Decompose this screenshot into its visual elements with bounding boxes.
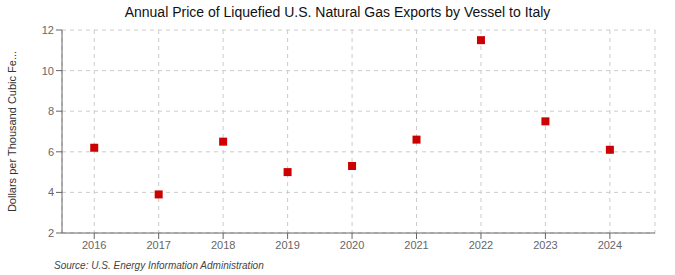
- svg-text:12: 12: [42, 24, 54, 36]
- svg-text:2020: 2020: [340, 239, 364, 251]
- svg-text:2018: 2018: [211, 239, 235, 251]
- svg-text:2016: 2016: [82, 239, 106, 251]
- svg-text:6: 6: [48, 146, 54, 158]
- svg-text:Dollars per Thousand Cubic Fe.: Dollars per Thousand Cubic Fe...: [8, 51, 18, 212]
- html-text:Source: U.S. Energy Informatio: Source: U.S. Energy Information Administ…: [54, 260, 264, 271]
- svg-text:2024: 2024: [598, 239, 622, 251]
- svg-text:10: 10: [42, 65, 54, 77]
- svg-text:8: 8: [48, 105, 54, 117]
- svg-text:2: 2: [48, 227, 54, 239]
- svg-text:2022: 2022: [469, 239, 493, 251]
- svg-text:4: 4: [48, 186, 54, 198]
- html-text:Annual Price of Liquefied U.S.: Annual Price of Liquefied U.S. Natural G…: [124, 4, 551, 20]
- svg-text:2017: 2017: [146, 239, 170, 251]
- svg-text:2023: 2023: [533, 239, 557, 251]
- svg-text:2021: 2021: [404, 239, 428, 251]
- svg-text:2019: 2019: [275, 239, 299, 251]
